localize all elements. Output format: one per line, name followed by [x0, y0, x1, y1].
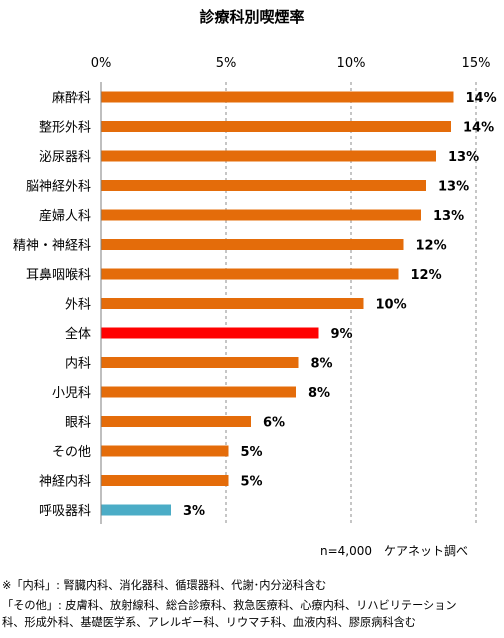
value-label: 8% [311, 357, 333, 372]
bar [101, 475, 229, 486]
bar [101, 209, 421, 221]
bar [101, 239, 404, 250]
category-label: 小児科 [52, 386, 91, 401]
bar [101, 268, 399, 280]
footnote-line-1: ※「内科」: 腎臓内科、消化器科、循環器科、代謝･内分泌科含む [2, 579, 327, 592]
category-label: 麻酔科 [52, 91, 91, 106]
x-tick-label: 10% [337, 56, 366, 71]
value-label: 13% [438, 180, 469, 195]
category-label: 精神・神経科 [13, 239, 91, 254]
footnote-line-3: 科、形成外科、基礎医学系、アレルギー科、リウマチ科、血液内科、膠原病科含む [2, 616, 416, 629]
category-label: 産婦人科 [39, 208, 91, 224]
value-label: 6% [263, 416, 285, 431]
value-label: 10% [376, 298, 407, 313]
category-label: 全体 [65, 326, 91, 342]
category-label: 外科 [65, 298, 91, 313]
bars [101, 91, 454, 516]
x-tick-label: 15% [462, 56, 491, 71]
category-label: 泌尿器科 [39, 150, 91, 165]
bar [101, 445, 229, 457]
bar [101, 121, 451, 132]
value-label: 14% [463, 121, 494, 136]
chart-title: 診療科別喫煙率 [199, 8, 305, 26]
bar [101, 504, 171, 516]
x-tick-label: 5% [216, 56, 237, 71]
bar [101, 416, 251, 427]
x-axis-ticks: 0% 5% 10% 15% [91, 56, 491, 71]
bar [101, 91, 454, 103]
value-label: 9% [331, 327, 353, 342]
x-tick-label: 0% [91, 56, 112, 71]
category-label: 眼科 [65, 416, 91, 431]
category-label: 呼吸器科 [39, 504, 91, 519]
bar [101, 327, 319, 339]
value-label: 13% [433, 209, 464, 224]
value-label: 13% [448, 150, 479, 165]
value-label: 12% [416, 239, 447, 254]
bar [101, 150, 436, 162]
category-label: その他 [52, 445, 91, 460]
value-label: 8% [308, 386, 330, 401]
category-label: 耳鼻咽喉科 [26, 267, 91, 283]
source-note: n=4,000 ケアネット調べ [320, 544, 469, 558]
bar [101, 180, 426, 191]
value-label: 5% [241, 445, 263, 460]
value-labels: 14%14%13%13%13%12%12%10%9%8%8%6%5%5%3% [183, 91, 497, 519]
category-label: 整形外科 [39, 121, 91, 136]
value-label: 3% [183, 504, 205, 519]
category-label: 脳神経外科 [26, 180, 91, 195]
category-labels: 麻酔科整形外科泌尿器科脳神経外科産婦人科精神・神経科耳鼻咽喉科外科全体内科小児科… [13, 91, 91, 519]
value-label: 5% [241, 475, 263, 490]
bar [101, 357, 299, 368]
bar [101, 298, 364, 309]
value-label: 12% [411, 268, 442, 283]
category-label: 内科 [65, 356, 91, 372]
value-label: 14% [466, 91, 497, 106]
bar-chart: 0% 5% 10% 15% 麻酔科整形外科泌尿器科脳神経外科産婦人科精神・神経科耳鼻咽… [13, 56, 497, 524]
footnote-line-2: 「その他」: 皮膚科、放射線科、総合診療科、救急医療科、心療内科、リハビリテーシ… [2, 599, 457, 612]
bar [101, 386, 296, 398]
category-label: 神経内科 [39, 474, 91, 490]
